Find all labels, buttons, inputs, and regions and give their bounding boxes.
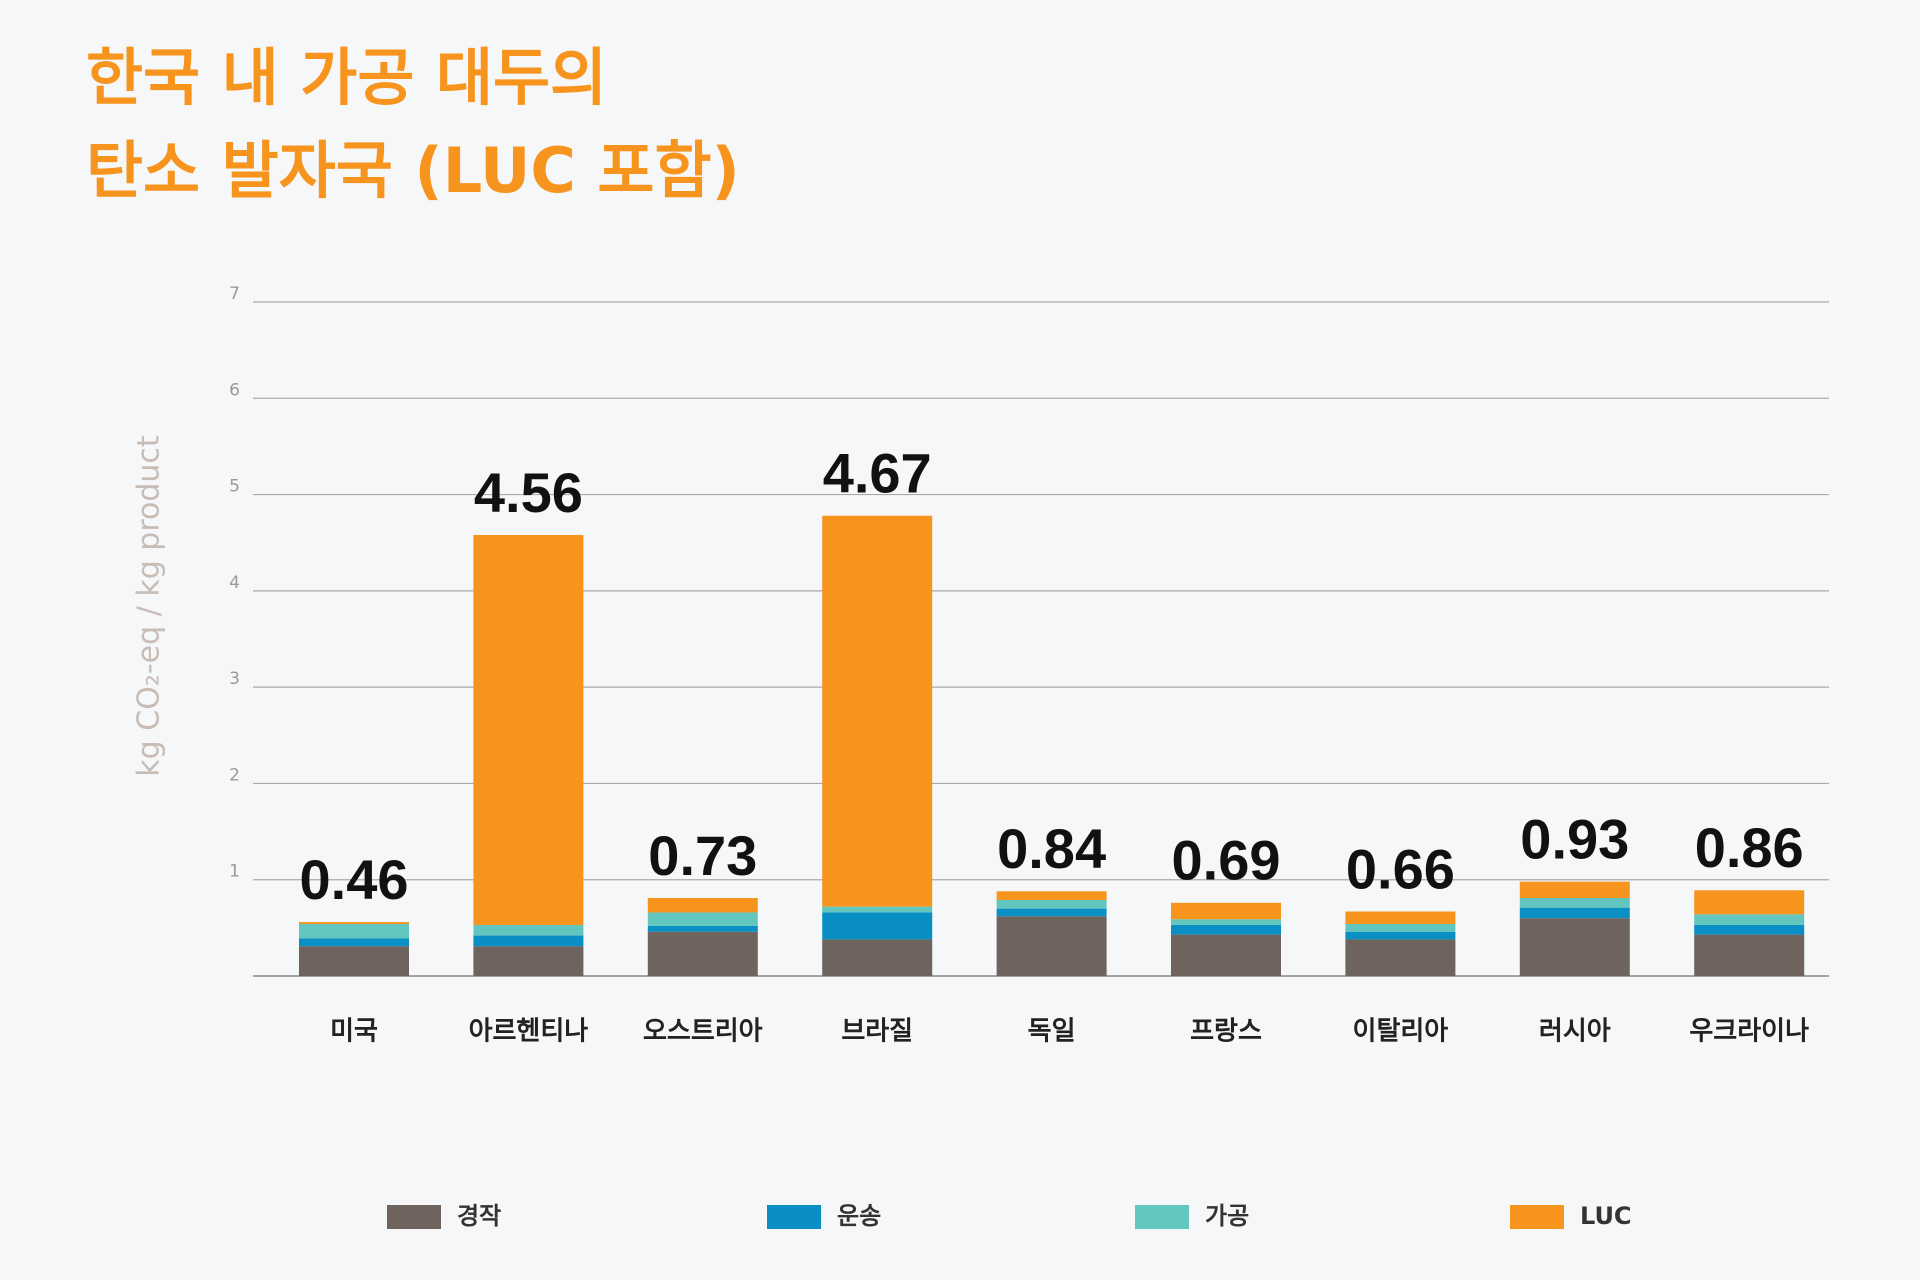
bar-segment xyxy=(996,916,1107,976)
bar-segment xyxy=(1345,939,1456,976)
bar-segment xyxy=(996,908,1107,917)
total-label: 0.69 xyxy=(1172,829,1281,892)
bar-segment xyxy=(1171,924,1281,935)
chart-title: 탄소 발자국 (LUC 포함) xyxy=(86,134,740,207)
bar-segment xyxy=(1519,918,1630,976)
bar-segment xyxy=(1694,924,1805,935)
legend-swatch xyxy=(387,1205,441,1229)
bar-segment xyxy=(1171,902,1281,920)
bar-segment xyxy=(1171,934,1281,976)
total-label: 0.73 xyxy=(648,824,757,887)
bar-segment xyxy=(1345,931,1456,940)
bar-segment xyxy=(822,515,933,907)
bar-segment xyxy=(299,922,409,925)
total-label: 0.84 xyxy=(997,817,1106,880)
bar-segment xyxy=(473,535,584,925)
bar-segment xyxy=(473,935,584,947)
bar-segment xyxy=(822,912,933,940)
legend-label: 경작 xyxy=(457,1202,501,1230)
bar-segment xyxy=(822,939,933,976)
bar-segment xyxy=(473,946,584,976)
y-tick-label: 1 xyxy=(229,862,240,882)
bar-segment xyxy=(1519,881,1630,899)
total-label: 0.46 xyxy=(300,848,409,911)
legend-swatch xyxy=(1510,1205,1564,1229)
bar-segment xyxy=(996,891,1107,900)
bar-segment xyxy=(1345,911,1456,925)
bar-segment xyxy=(647,898,758,913)
bar-segment xyxy=(1694,934,1805,976)
x-tick-label: 아르헨티나 xyxy=(469,1017,589,1047)
x-tick-label: 독일 xyxy=(1028,1017,1076,1047)
bar-segment xyxy=(996,899,1107,909)
total-label: 0.86 xyxy=(1695,816,1804,879)
total-label: 4.56 xyxy=(474,461,583,524)
bar-segment xyxy=(822,906,933,913)
y-tick-label: 6 xyxy=(229,380,240,400)
total-label: 0.66 xyxy=(1346,837,1455,900)
bar-segment xyxy=(473,924,584,936)
bar-segment xyxy=(1345,924,1456,932)
y-tick-label: 3 xyxy=(229,669,240,689)
bar-segment xyxy=(1694,890,1805,915)
x-tick-label: 오스트리아 xyxy=(643,1017,763,1047)
total-label: 0.93 xyxy=(1520,807,1629,870)
total-label: 4.67 xyxy=(823,442,932,505)
x-tick-label: 러시아 xyxy=(1539,1017,1611,1047)
chart-title: 한국 내 가공 대두의 xyxy=(86,41,607,114)
x-tick-label: 미국 xyxy=(330,1017,378,1047)
y-tick-label: 2 xyxy=(229,765,240,785)
bar-segment xyxy=(647,931,758,976)
x-tick-label: 브라질 xyxy=(841,1017,913,1047)
x-tick-label: 프랑스 xyxy=(1190,1017,1262,1047)
bar-segment xyxy=(1694,914,1805,925)
y-axis-label: kg CO₂-eq / kg product xyxy=(132,435,167,777)
legend-label: 가공 xyxy=(1205,1202,1249,1230)
bar-segment xyxy=(299,924,409,939)
bar-segment xyxy=(647,912,758,926)
y-tick-label: 7 xyxy=(229,284,240,304)
x-tick-label: 우크라이나 xyxy=(1689,1017,1809,1047)
legend-swatch xyxy=(1135,1205,1189,1229)
legend-swatch xyxy=(767,1205,821,1229)
bar-segment xyxy=(299,946,409,976)
bar-segment xyxy=(1519,898,1630,908)
y-tick-label: 4 xyxy=(229,573,240,593)
legend-label: 운송 xyxy=(837,1202,881,1230)
bar-segment xyxy=(1171,919,1281,925)
bar-segment xyxy=(1519,907,1630,919)
bar-segment xyxy=(299,938,409,947)
bar-segment xyxy=(647,925,758,932)
x-tick-label: 이탈리아 xyxy=(1353,1017,1449,1047)
legend-label: LUC xyxy=(1580,1202,1632,1230)
y-tick-label: 5 xyxy=(229,477,240,497)
